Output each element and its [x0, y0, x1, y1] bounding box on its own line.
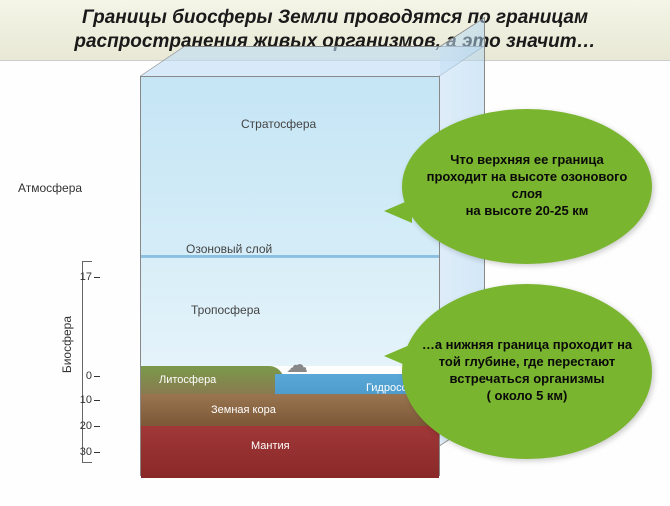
callout-tail-icon	[384, 199, 412, 223]
tick-0: 0	[64, 370, 92, 382]
earth-cube: Стратосфера Озоновый слой Тропосфера ☁ Л…	[130, 71, 470, 501]
diagram: Атмосфера Биосфера 17 0 10 20 30 Стратос…	[0, 61, 670, 506]
label-troposphere: Тропосфера	[191, 303, 260, 317]
callout-upper-boundary: Что верхняя ее граница проходит на высот…	[402, 109, 652, 264]
cube-front-face: Стратосфера Озоновый слой Тропосфера ☁ Л…	[140, 76, 440, 476]
label-biosphere: Биосфера	[60, 316, 74, 373]
label-ozone: Озоновый слой	[186, 242, 272, 256]
ground-section: Литосфера Гидросфера Земная кора Мантия	[141, 366, 439, 477]
cube-top-face	[140, 46, 484, 76]
layer-stratosphere: Стратосфера	[141, 77, 439, 257]
layer-lithosphere: Литосфера	[141, 366, 284, 396]
tick-20: 20	[64, 420, 92, 432]
label-stratosphere: Стратосфера	[241, 117, 316, 131]
tick-10: 10	[64, 394, 92, 406]
label-mantle: Мантия	[251, 440, 290, 452]
label-crust: Земная кора	[211, 404, 276, 416]
layer-mantle: Мантия	[141, 426, 439, 478]
label-atmosphere: Атмосфера	[18, 181, 82, 195]
tick-17: 17	[64, 271, 92, 283]
label-lithosphere: Литосфера	[159, 374, 216, 386]
callout-upper-text: Что верхняя ее граница проходит на высот…	[420, 152, 634, 220]
tick-30: 30	[64, 446, 92, 458]
biosphere-bracket	[82, 261, 92, 463]
callout-lower-boundary: …а нижняя граница проходит на той глубин…	[402, 284, 652, 459]
layer-crust: Земная кора	[141, 394, 439, 429]
callout-tail-icon	[384, 344, 412, 368]
callout-lower-text: …а нижняя граница проходит на той глубин…	[420, 337, 634, 405]
